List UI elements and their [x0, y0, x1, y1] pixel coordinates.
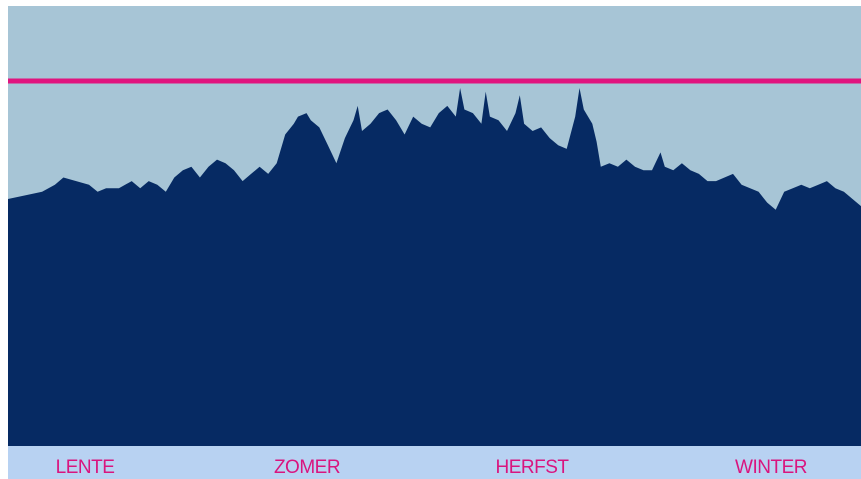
- season-label-winter: WINTER: [735, 457, 807, 478]
- season-label-lente: LENTE: [56, 457, 115, 478]
- season-label-zomer: ZOMER: [274, 457, 340, 478]
- season-labels: LENTE ZOMER HERFST WINTER: [56, 457, 808, 478]
- series-area: [8, 88, 861, 446]
- season-label-herfst: HERFST: [496, 457, 570, 478]
- season-label-band: [8, 446, 861, 479]
